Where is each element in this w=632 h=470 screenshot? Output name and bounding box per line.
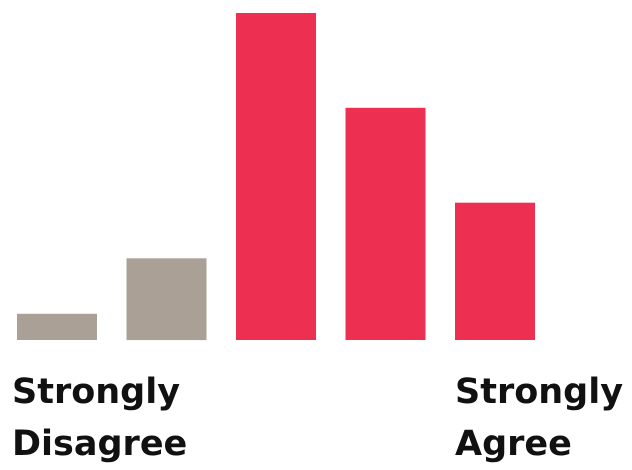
bar-5 — [455, 202, 535, 340]
bar-3 — [236, 13, 316, 340]
right-label-line2: Agree — [455, 424, 572, 464]
strongly-agree-label: Strongly Agree — [455, 366, 623, 470]
bar-group — [17, 13, 535, 341]
strongly-disagree-label: Strongly Disagree — [12, 366, 187, 470]
bar-2 — [126, 258, 207, 341]
left-label-line2: Disagree — [12, 424, 188, 464]
bar-1 — [17, 313, 97, 340]
likert-bar-chart — [17, 13, 535, 341]
right-label-line1: Strongly — [455, 372, 624, 412]
left-label-line1: Strongly — [12, 372, 181, 412]
bar-4 — [345, 107, 426, 340]
